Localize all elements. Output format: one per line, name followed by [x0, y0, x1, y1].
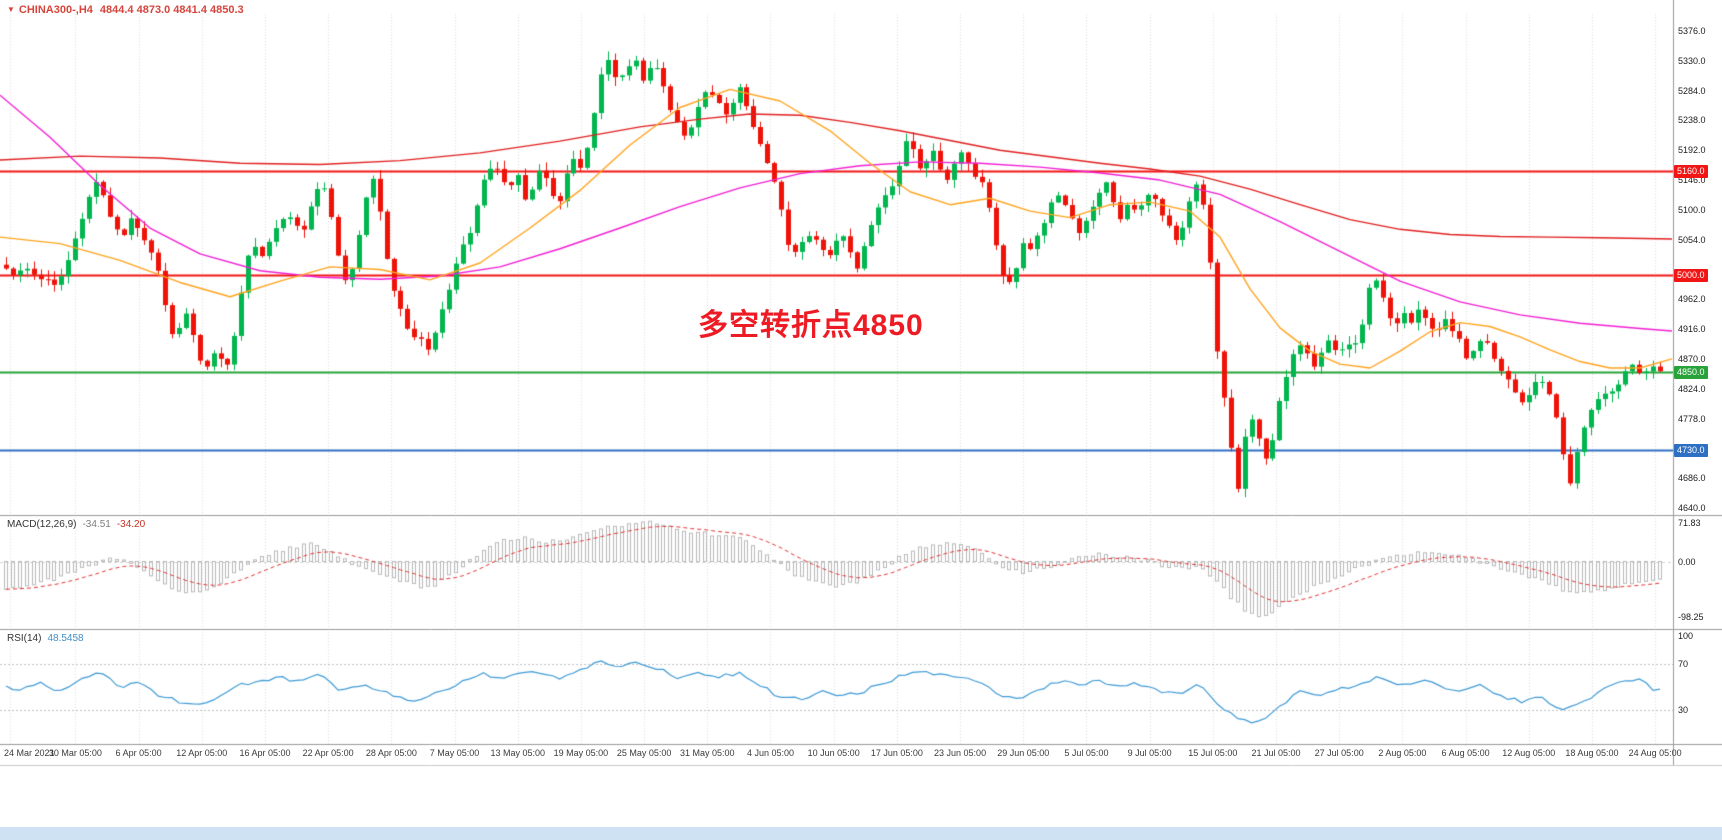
window-bottom-strip: [0, 827, 1722, 840]
macd-indicator-label: MACD(12,26,9) -34.51 -34.20: [7, 519, 145, 531]
symbol-info-bar: ▼ CHINA300-,H4 4844.4 4873.0 4841.4 4850.3: [7, 4, 244, 16]
rsi-name: RSI(14): [7, 633, 42, 644]
macd-name: MACD(12,26,9): [7, 519, 77, 530]
rsi-indicator-label: RSI(14) 48.5458: [7, 633, 84, 645]
macd-main-value: -34.51: [82, 519, 111, 530]
chart-annotation-text: 多空转折点4850: [698, 309, 924, 342]
macd-signal-value: -34.20: [116, 519, 146, 530]
symbol-marker-icon: ▼: [7, 5, 15, 14]
symbol-title: CHINA300-,H4: [18, 4, 93, 16]
symbol-quote-ohlc: 4844.4 4873.0 4841.4 4850.3: [99, 4, 244, 16]
rsi-value: 48.5458: [47, 633, 84, 644]
